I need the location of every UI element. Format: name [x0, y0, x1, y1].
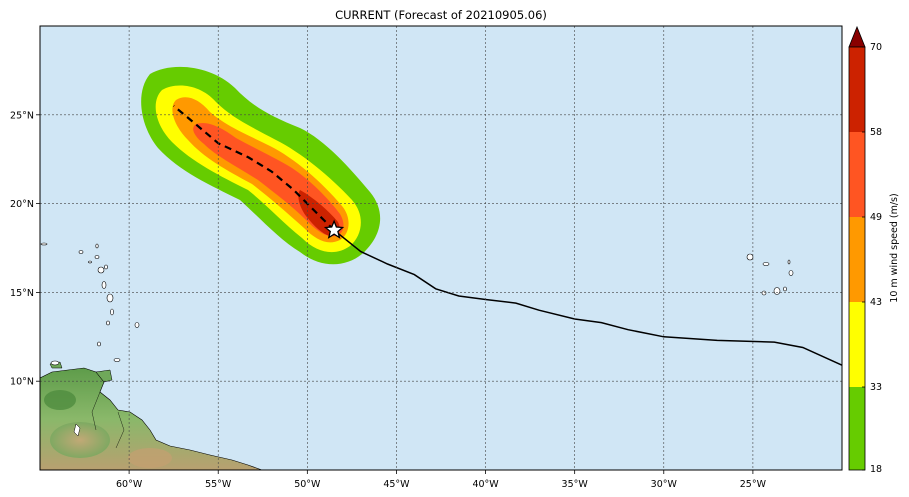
colorbar-segment-43-49	[849, 217, 865, 302]
caribbean-islands	[40, 242, 140, 366]
lon-tick-label: 30°W	[651, 479, 678, 490]
lat-tick-label: 20°N	[10, 199, 34, 210]
lon-tick-label: 45°W	[383, 479, 410, 490]
colorbar-tick-43: 43	[870, 297, 882, 308]
colorbar-tick-33: 33	[870, 382, 882, 393]
colorbar-extend-arrow	[848, 25, 866, 48]
grid-lines	[40, 26, 842, 470]
colorbar: 18 33 43 49 58 70 10 m wind speed (m/s)	[848, 25, 900, 475]
cape-verde-islands	[746, 253, 794, 296]
lat-tick-label: 25°N	[10, 110, 34, 121]
colorbar-title: 10 m wind speed (m/s)	[889, 193, 900, 302]
lon-tick-label: 40°W	[472, 479, 499, 490]
colorbar-segment-58-70	[849, 47, 865, 132]
colorbar-frame	[848, 46, 866, 471]
lon-tick-label: 35°W	[562, 479, 589, 490]
colorbar-segment-18-33	[849, 387, 865, 470]
map-title: CURRENT (Forecast of 20210905.06)	[335, 8, 547, 22]
colorbar-tick-58: 58	[870, 127, 882, 138]
colorbar-tick-18: 18	[870, 464, 882, 475]
colorbar-tick-49: 49	[870, 212, 882, 223]
lon-tick-label: 55°W	[205, 479, 232, 490]
past-storm-track	[333, 229, 842, 366]
longitude-axis: 60°W 55°W 50°W 45°W 40°W 35°W 30°W 25°W	[116, 470, 767, 490]
lon-tick-label: 50°W	[294, 479, 321, 490]
colorbar-segment-49-58	[849, 132, 865, 217]
forecast-storm-track	[172, 105, 335, 231]
lat-tick-label: 15°N	[10, 288, 34, 299]
land-south-america	[40, 361, 263, 470]
lon-tick-label: 25°W	[740, 479, 767, 490]
colorbar-segment-33-43	[849, 302, 865, 387]
wind-band-58	[298, 190, 340, 236]
storm-position-star-icon	[323, 219, 345, 239]
lon-tick-label: 60°W	[116, 479, 143, 490]
plot-frame	[39, 25, 843, 471]
colorbar-tick-70: 70	[870, 42, 882, 53]
latitude-axis: 25°N 20°N 15°N 10°N	[10, 110, 40, 388]
lat-tick-label: 10°N	[10, 377, 34, 388]
